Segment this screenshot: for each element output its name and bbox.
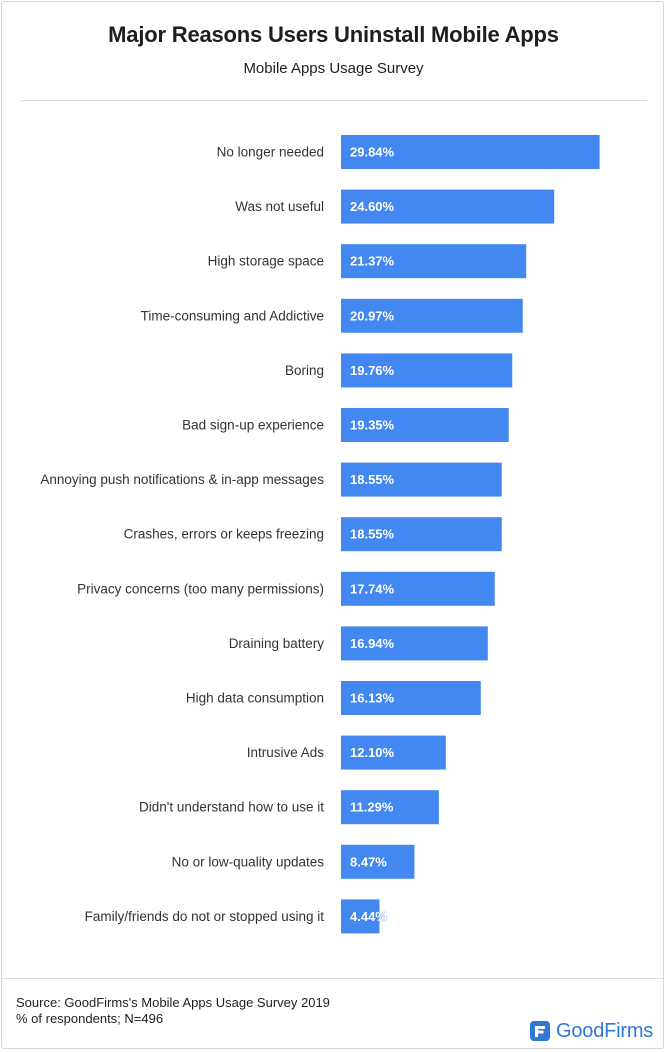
bar-time-consuming-and-addictive [341,298,523,333]
category-label-was-not-useful: Was not useful [235,199,324,214]
brand-name: GoodFirms [556,1019,654,1042]
value-label-draining-battery: 16.94% [350,636,395,651]
category-label-high-data-consumption: High data consumption [186,691,324,706]
category-label-no-or-low-quality-updates: No or low-quality updates [172,854,325,869]
header-divider [20,100,647,101]
category-label-bad-sign-up-experience: Bad sign-up experience [182,418,324,433]
source-line: Source: GoodFirms's Mobile Apps Usage Su… [16,995,330,1010]
bar-crashes-errors-or-keeps-freezing [341,517,502,552]
value-label-high-storage-space: 21.37% [350,254,395,269]
bar-draining-battery [341,626,488,661]
value-label-bad-sign-up-experience: 19.35% [350,418,395,433]
brand-logo: GoodFirms [530,1018,653,1044]
category-label-crashes-errors-or-keeps-freezing: Crashes, errors or keeps freezing [124,527,324,542]
category-label-draining-battery: Draining battery [229,636,325,651]
category-label-intrusive-ads: Intrusive Ads [247,745,325,760]
bar-intrusive-ads [341,735,446,770]
value-label-crashes-errors-or-keeps-freezing: 18.55% [350,527,395,542]
category-label-boring: Boring [285,363,324,378]
bar-family-friends-do-not-or-stopped-using-it [341,899,380,934]
bar-didn-t-understand-how-to-use-it [341,790,439,825]
bar-no-or-low-quality-updates [341,844,415,879]
value-label-time-consuming-and-addictive: 20.97% [350,308,395,323]
footer-divider [2,978,663,979]
bar-bad-sign-up-experience [341,408,509,442]
value-label-high-data-consumption: 16.13% [350,691,395,706]
bar-high-storage-space [341,244,527,279]
chart-title: Major Reasons Users Uninstall Mobile App… [108,22,559,47]
category-label-time-consuming-and-addictive: Time-consuming and Addictive [141,308,324,323]
value-label-was-not-useful: 24.60% [350,199,395,214]
value-label-annoying-push-notifications-in-app-messages: 18.55% [350,472,395,487]
chart-subtitle: Mobile Apps Usage Survey [243,60,424,77]
value-label-no-or-low-quality-updates: 8.47% [350,854,387,869]
category-label-annoying-push-notifications-in-app-messages: Annoying push notifications & in-app mes… [40,472,324,487]
category-label-family-friends-do-not-or-stopped-using-it: Family/friends do not or stopped using i… [85,909,325,924]
bar-boring [341,353,513,388]
value-label-no-longer-needed: 29.84% [350,145,395,160]
bar-no-longer-needed [341,135,600,169]
bar-annoying-push-notifications-in-app-messages [341,462,502,497]
value-label-didn-t-understand-how-to-use-it: 11.29% [350,800,394,815]
value-label-intrusive-ads: 12.10% [350,745,395,760]
category-label-no-longer-needed: No longer needed [217,145,324,160]
source-note: Source: GoodFirms's Mobile Apps Usage Su… [16,995,330,1027]
value-label-privacy-concerns-too-many-permissions: 17.74% [350,581,395,596]
goodfirms-logo-icon [530,1021,550,1041]
category-label-high-storage-space: High storage space [208,254,324,269]
category-label-didn-t-understand-how-to-use-it: Didn't understand how to use it [139,800,324,815]
category-label-privacy-concerns-too-many-permissions: Privacy concerns (too many permissions) [77,581,324,596]
bar-privacy-concerns-too-many-permissions [341,571,495,606]
bar-was-not-useful [341,189,555,224]
value-label-boring: 19.76% [350,363,395,378]
value-label-family-friends-do-not-or-stopped-using-it: 4.44% [350,909,387,924]
bar-high-data-consumption [341,681,481,715]
respondents-note: % of respondents; N=496 [16,1011,164,1026]
